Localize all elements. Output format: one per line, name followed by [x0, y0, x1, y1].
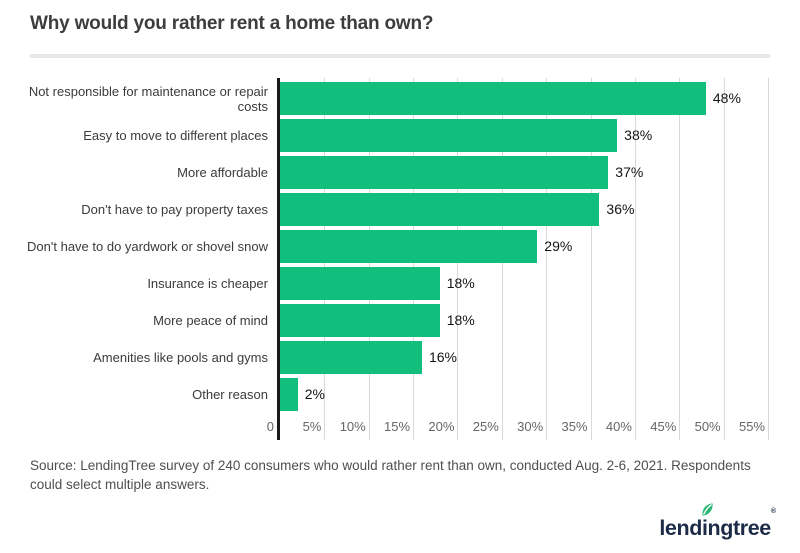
- value-label: 18%: [446, 275, 475, 291]
- gridline: [768, 78, 769, 440]
- category-label: Amenities like pools and gyms: [93, 350, 268, 365]
- x-tick-label: 5%: [302, 419, 322, 434]
- x-tick-label: 35%: [561, 419, 588, 434]
- x-tick-label: 25%: [472, 419, 499, 434]
- x-tick-label: 45%: [650, 419, 677, 434]
- value-label: 37%: [615, 164, 644, 180]
- category-label: Insurance is cheaper: [147, 276, 268, 291]
- bar: [280, 193, 600, 226]
- category-label: Other reason: [192, 387, 268, 402]
- x-tick-label: 0: [266, 419, 274, 434]
- registered-mark: ®: [770, 508, 776, 515]
- logo-wordmark: lendingtree: [659, 516, 771, 540]
- category-label: Don't have to do yardwork or shovel snow: [27, 239, 268, 254]
- bar: [280, 378, 298, 411]
- bar-chart: Not responsible for maintenance or repai…: [0, 78, 800, 440]
- title-divider: [30, 54, 770, 58]
- lendingtree-logo: lendingtree®: [659, 501, 776, 546]
- x-tick-label: 15%: [384, 419, 411, 434]
- gridline: [723, 78, 725, 440]
- x-tick-label: 20%: [428, 419, 455, 434]
- bar: [280, 267, 440, 300]
- bar: [280, 119, 618, 152]
- bar: [280, 341, 422, 374]
- source-note: Source: LendingTree survey of 240 consum…: [30, 458, 751, 492]
- value-label: 36%: [606, 201, 635, 217]
- category-label: More affordable: [177, 165, 268, 180]
- category-label: Easy to move to different places: [83, 128, 268, 143]
- x-tick-label: 30%: [517, 419, 544, 434]
- gridline: [679, 78, 681, 440]
- value-label: 48%: [712, 90, 741, 106]
- x-tick-label: 10%: [339, 419, 366, 434]
- gridline: [546, 78, 548, 440]
- value-label: 16%: [428, 349, 457, 365]
- value-label: 38%: [624, 127, 653, 143]
- x-tick-label: 55%: [738, 419, 765, 434]
- bar: [280, 230, 538, 263]
- bar: [280, 156, 609, 189]
- value-label: 18%: [446, 312, 475, 328]
- value-label: 29%: [544, 238, 573, 254]
- category-label: Don't have to pay property taxes: [81, 202, 268, 217]
- x-tick-label: 50%: [694, 419, 721, 434]
- zero-axis-line: [277, 78, 280, 440]
- value-label: 2%: [304, 386, 325, 402]
- bar: [280, 82, 706, 115]
- leaf-icon: [699, 501, 717, 518]
- gridline: [634, 78, 636, 440]
- page-title: Why would you rather rent a home than ow…: [30, 13, 434, 34]
- bar: [280, 304, 440, 337]
- category-label: Not responsible for maintenance or repai…: [28, 83, 268, 114]
- gridline: [590, 78, 592, 440]
- x-tick-label: 40%: [605, 419, 632, 434]
- category-label: More peace of mind: [153, 313, 268, 328]
